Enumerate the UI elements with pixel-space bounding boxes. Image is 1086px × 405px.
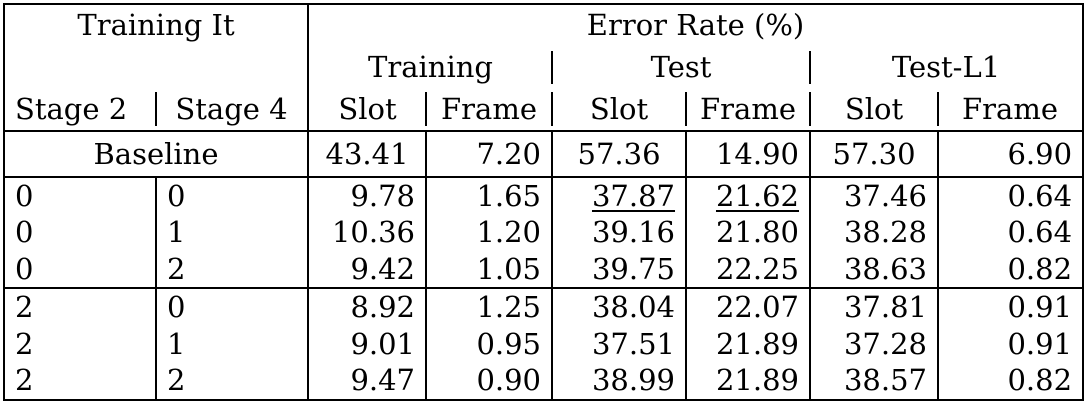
test-slot-cell: 39.16 <box>551 214 687 251</box>
stage4-cell: 0 <box>154 176 309 215</box>
training-frame-cell: 1.65 <box>425 176 553 215</box>
header-stage-2: Stage 2 <box>3 88 156 133</box>
test-slot-cell: 37.87 <box>551 176 687 215</box>
test-l1-frame-cell: 0.64 <box>937 176 1085 215</box>
training-slot-cell: 9.78 <box>307 176 427 215</box>
baseline-training-slot: 43.41 <box>307 131 427 178</box>
training-slot-cell: 10.36 <box>307 214 427 251</box>
stage4-cell: 2 <box>154 250 309 289</box>
stage2-cell: 2 <box>3 362 156 401</box>
header-stage-4: Stage 4 <box>154 88 309 133</box>
header-test-l1-frame: Frame <box>937 88 1085 133</box>
training-frame-cell: 0.95 <box>425 325 553 363</box>
test-slot-cell: 38.04 <box>551 287 687 326</box>
stage4-cell: 0 <box>154 287 309 326</box>
header-group-training: Training <box>307 46 553 89</box>
baseline-test-l1-frame: 6.90 <box>937 131 1085 178</box>
test-l1-slot-cell: 38.57 <box>809 362 939 401</box>
header-test-slot: Slot <box>551 88 687 133</box>
training-slot-cell: 9.01 <box>307 325 427 363</box>
table-row: 0 0 9.78 1.65 37.87 21.62 37.46 0.64 <box>3 176 1085 215</box>
header-test-frame: Frame <box>685 88 811 133</box>
baseline-label: Baseline <box>2 131 309 178</box>
test-slot-cell: 38.99 <box>551 362 687 401</box>
table-row: 2 2 9.47 0.90 38.99 21.89 38.57 0.82 <box>3 362 1085 401</box>
baseline-test-slot: 57.36 <box>551 131 687 178</box>
test-frame-cell: 21.89 <box>685 362 811 401</box>
test-slot-best-value: 37.87 <box>591 178 676 213</box>
test-slot-cell: 37.51 <box>551 325 687 363</box>
training-frame-cell: 1.20 <box>425 214 553 251</box>
stage4-cell: 1 <box>154 325 309 363</box>
stage2-cell: 0 <box>3 176 156 215</box>
test-l1-frame-cell: 0.82 <box>937 250 1085 289</box>
table-row: 2 0 8.92 1.25 38.04 22.07 37.81 0.91 <box>3 287 1085 326</box>
training-slot-cell: 8.92 <box>307 287 427 326</box>
training-frame-cell: 0.90 <box>425 362 553 401</box>
training-slot-cell: 9.47 <box>307 362 427 401</box>
header-test-l1-slot: Slot <box>809 88 939 133</box>
training-slot-cell: 9.42 <box>307 250 427 289</box>
stage4-cell: 1 <box>154 214 309 251</box>
test-frame-cell: 21.80 <box>685 214 811 251</box>
test-l1-slot-cell: 38.63 <box>809 250 939 289</box>
test-l1-frame-cell: 0.64 <box>937 214 1085 251</box>
stage2-cell: 0 <box>3 250 156 289</box>
test-frame-cell: 21.89 <box>685 325 811 363</box>
header-row-1: Training It Error Rate (%) <box>2 3 1085 47</box>
test-slot-cell: 39.75 <box>551 250 687 289</box>
baseline-test-l1-slot: 57.30 <box>809 131 939 178</box>
header-training-slot: Slot <box>307 88 427 133</box>
baseline-training-frame: 7.20 <box>425 131 553 178</box>
table-row: 0 2 9.42 1.05 39.75 22.25 38.63 0.82 <box>3 250 1085 289</box>
test-frame-cell: 22.25 <box>685 250 811 289</box>
header-training-frame: Frame <box>425 88 553 133</box>
stage2-cell: 0 <box>3 214 156 251</box>
header-training-it: Training It <box>2 3 309 47</box>
stage2-cell: 2 <box>3 325 156 363</box>
test-l1-slot-cell: 37.81 <box>809 287 939 326</box>
header-row-3: Stage 2 Stage 4 Slot Frame Slot Frame Sl… <box>3 88 1085 133</box>
header-empty-cell <box>2 46 309 89</box>
stage2-cell: 2 <box>3 287 156 326</box>
header-group-test-l1: Test-L1 <box>809 46 1085 89</box>
test-l1-frame-cell: 0.91 <box>937 325 1085 363</box>
test-l1-frame-cell: 0.82 <box>937 362 1085 401</box>
test-l1-slot-cell: 37.46 <box>809 176 939 215</box>
training-frame-cell: 1.25 <box>425 287 553 326</box>
header-group-test: Test <box>551 47 810 89</box>
baseline-test-frame: 14.90 <box>685 131 811 178</box>
table-row: 0 1 10.36 1.20 39.16 21.80 38.28 0.64 <box>3 214 1085 251</box>
test-l1-slot-cell: 38.28 <box>809 214 939 251</box>
stage4-cell: 2 <box>154 362 309 401</box>
header-error-rate: Error Rate (%) <box>307 3 1085 47</box>
header-row-2: Training Test Test-L1 <box>2 46 1085 89</box>
test-l1-slot-cell: 37.28 <box>809 325 939 363</box>
test-l1-frame-cell: 0.91 <box>937 287 1085 326</box>
test-frame-best-value: 21.62 <box>715 178 800 213</box>
results-table: Training It Error Rate (%) Training Test… <box>2 3 1085 401</box>
baseline-row: Baseline 43.41 7.20 57.36 14.90 57.30 6.… <box>2 131 1085 178</box>
training-frame-cell: 1.05 <box>425 250 553 289</box>
table-row: 2 1 9.01 0.95 37.51 21.89 37.28 0.91 <box>3 325 1085 363</box>
test-frame-cell: 22.07 <box>685 287 811 326</box>
test-frame-cell: 21.62 <box>685 176 811 215</box>
